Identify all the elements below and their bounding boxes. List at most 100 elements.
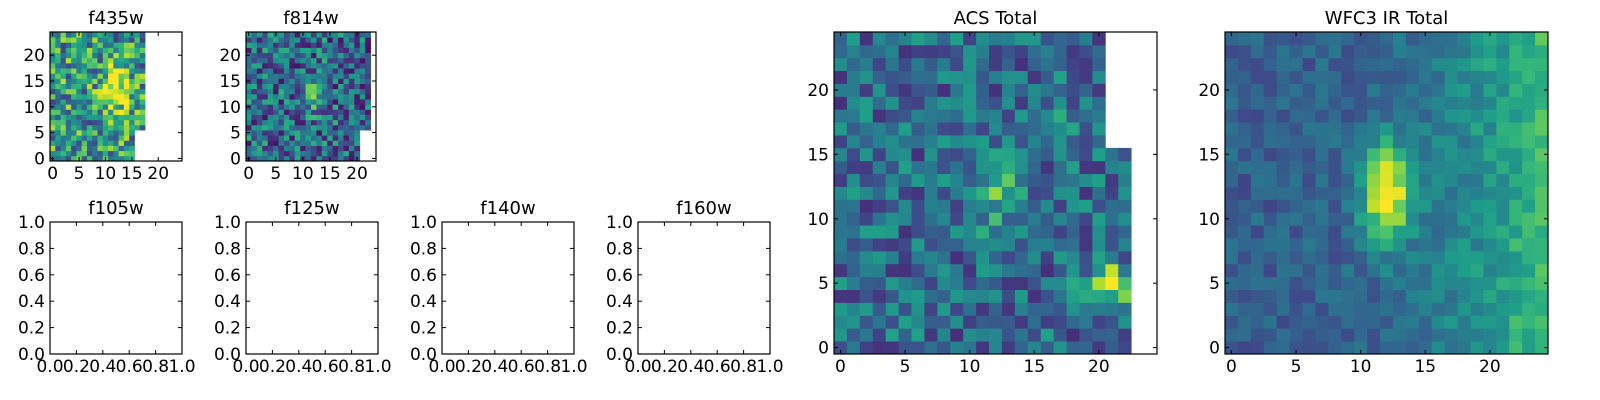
heatmap-cell bbox=[327, 57, 334, 64]
heatmap-cell bbox=[71, 68, 77, 74]
heatmap-cell bbox=[300, 99, 306, 105]
heatmap-cell bbox=[267, 88, 274, 95]
heatmap-cell bbox=[50, 135, 56, 141]
heatmap-cell bbox=[1040, 250, 1055, 265]
heatmap-cell bbox=[300, 93, 306, 100]
y-tick-label: 0.6 bbox=[18, 266, 45, 286]
heatmap-cell bbox=[71, 155, 77, 162]
heatmap-cell bbox=[321, 88, 328, 95]
heatmap-cell bbox=[1040, 315, 1055, 329]
heatmap-cell bbox=[976, 263, 990, 278]
heatmap-cell bbox=[71, 37, 77, 43]
heatmap-cell bbox=[113, 99, 120, 105]
heatmap-cell bbox=[60, 47, 67, 54]
heatmap-cell bbox=[294, 93, 301, 100]
heatmap-cell bbox=[1522, 83, 1536, 97]
heatmap-cell bbox=[834, 135, 848, 149]
heatmap-cell bbox=[950, 135, 964, 149]
heatmap-cell bbox=[989, 70, 1003, 84]
heatmap-cell bbox=[343, 150, 350, 157]
heatmap-cell bbox=[246, 124, 252, 131]
heatmap-cell bbox=[139, 114, 146, 121]
heatmap-cell bbox=[937, 32, 951, 46]
heatmap-cell bbox=[937, 276, 951, 290]
heatmap-cell bbox=[834, 238, 848, 252]
heatmap-cell bbox=[1535, 135, 1549, 149]
heatmap-cell bbox=[1014, 186, 1029, 200]
heatmap-cell bbox=[1431, 328, 1446, 342]
heatmap-cell bbox=[911, 263, 925, 278]
heatmap-cell bbox=[348, 73, 355, 79]
heatmap-cell bbox=[1276, 199, 1290, 213]
heatmap-cell bbox=[1354, 96, 1368, 110]
heatmap-cell bbox=[1250, 250, 1265, 265]
heatmap-cell bbox=[1053, 147, 1067, 162]
heatmap-cell bbox=[885, 238, 899, 252]
heatmap-cell bbox=[1315, 315, 1329, 329]
heatmap-cell bbox=[976, 199, 990, 213]
heatmap-cell bbox=[251, 88, 258, 95]
heatmap-cell bbox=[989, 135, 1003, 149]
heatmap-cell bbox=[1066, 328, 1080, 342]
heatmap-cell bbox=[86, 62, 93, 69]
panel-title: f140w bbox=[480, 198, 535, 219]
heatmap-cell bbox=[1522, 263, 1536, 278]
heatmap-cell bbox=[1509, 135, 1523, 149]
heatmap-cell bbox=[60, 83, 67, 90]
heatmap-cell bbox=[1079, 70, 1093, 84]
heatmap-cell bbox=[885, 186, 899, 200]
heatmap-cell bbox=[1263, 341, 1278, 355]
heatmap-cell bbox=[1405, 341, 1420, 355]
heatmap-cell bbox=[81, 114, 88, 121]
x-tick-label: 0.6 bbox=[704, 357, 731, 377]
heatmap-cell bbox=[1418, 250, 1433, 265]
heatmap-cell bbox=[113, 78, 120, 84]
heatmap-cell bbox=[1457, 70, 1471, 84]
heatmap-cell bbox=[1053, 238, 1067, 252]
heatmap-cell bbox=[321, 155, 328, 162]
heatmap-cell bbox=[1302, 173, 1316, 187]
heatmap-cell bbox=[989, 276, 1003, 290]
heatmap-cell bbox=[1535, 83, 1549, 97]
heatmap-cell bbox=[294, 37, 301, 43]
heatmap-cell bbox=[278, 88, 285, 95]
heatmap-cell bbox=[113, 68, 120, 74]
heatmap-cell bbox=[1302, 44, 1316, 59]
heatmap-cell bbox=[1040, 44, 1055, 59]
heatmap-cell bbox=[108, 68, 114, 74]
heatmap-cell bbox=[348, 119, 355, 126]
heatmap-cell bbox=[1367, 225, 1381, 239]
heatmap-cell bbox=[65, 37, 72, 43]
heatmap-cell bbox=[1405, 70, 1420, 84]
heatmap-cell bbox=[305, 99, 312, 105]
heatmap-cell bbox=[118, 135, 125, 141]
heatmap-cell bbox=[365, 37, 371, 43]
heatmap-cell bbox=[1225, 32, 1239, 46]
heatmap-cell bbox=[1225, 83, 1239, 97]
heatmap-cell bbox=[108, 150, 114, 157]
heatmap-cell bbox=[1276, 289, 1290, 303]
heatmap-cell bbox=[81, 57, 88, 64]
heatmap-cell bbox=[1118, 147, 1132, 162]
heatmap-cell bbox=[354, 62, 361, 69]
heatmap-cell bbox=[1263, 199, 1278, 213]
heatmap-cell bbox=[898, 289, 912, 303]
heatmap-cell bbox=[108, 88, 114, 95]
heatmap-cell bbox=[343, 119, 350, 126]
heatmap-cell bbox=[316, 57, 323, 64]
heatmap-cell bbox=[316, 32, 323, 38]
heatmap-cell bbox=[55, 93, 61, 100]
heatmap-cell bbox=[316, 47, 323, 54]
heatmap-cell bbox=[338, 135, 344, 141]
heatmap-cell bbox=[1066, 341, 1080, 355]
heatmap-cell bbox=[86, 52, 93, 59]
heatmap-cell bbox=[989, 186, 1003, 200]
heatmap-cell bbox=[1392, 44, 1407, 59]
heatmap-cell bbox=[123, 57, 130, 64]
heatmap-cell bbox=[55, 47, 61, 54]
heatmap-cell bbox=[1105, 199, 1119, 213]
heatmap-cell bbox=[251, 109, 258, 115]
heatmap-cell bbox=[872, 238, 887, 252]
heatmap-cell bbox=[321, 42, 328, 48]
